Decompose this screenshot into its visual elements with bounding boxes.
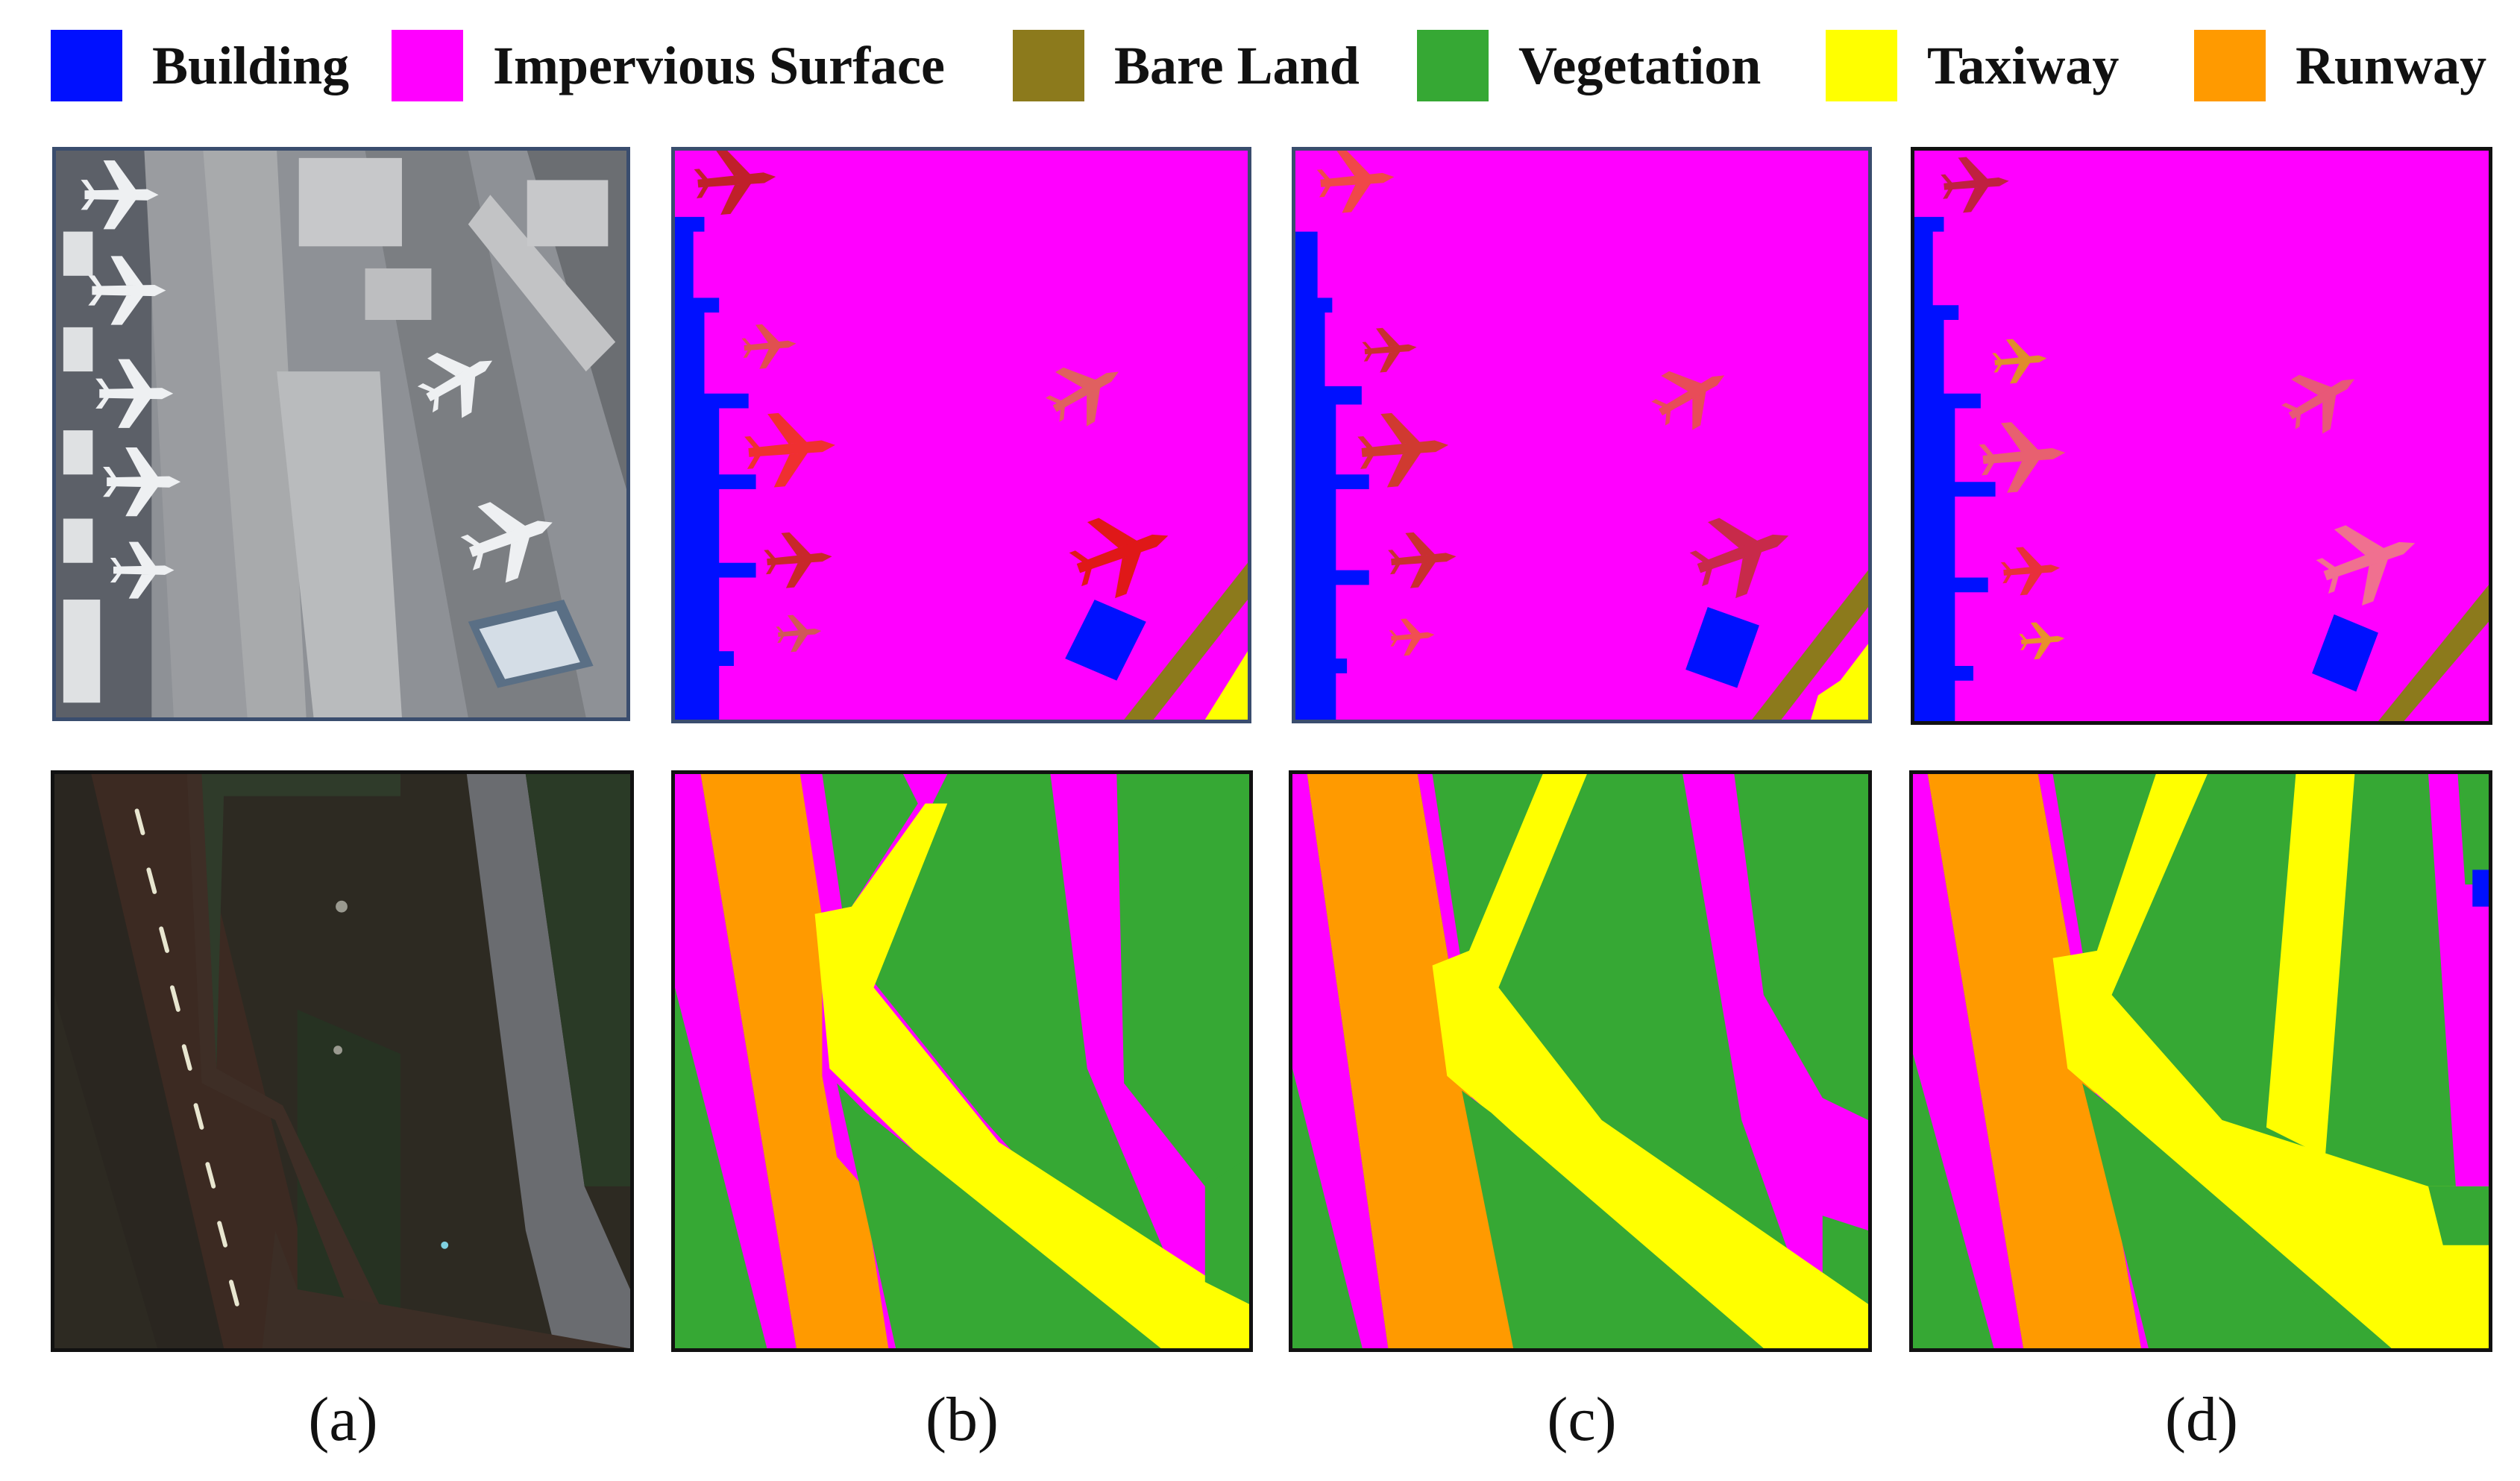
panel-b-bottom-ground-truth xyxy=(671,770,1253,1352)
legend-item-impervious-surface: Impervious Surface xyxy=(392,28,945,103)
panel-d-bottom-prediction xyxy=(1909,770,2492,1352)
caption-c: (c) xyxy=(1547,1385,1617,1454)
bare-land-swatch xyxy=(1013,30,1084,101)
panel-c-bottom-prediction xyxy=(1289,770,1872,1352)
legend-label-runway: Runway xyxy=(2296,35,2487,95)
building-swatch xyxy=(51,30,122,101)
caption-d: (d) xyxy=(2165,1385,2238,1454)
legend-item-runway: Runway xyxy=(2194,28,2486,103)
legend-label-vegetation: Vegetation xyxy=(1518,35,1762,95)
panel-a-bottom-aerial-image xyxy=(51,770,634,1352)
panel-c-top-prediction xyxy=(1292,147,1872,723)
legend-label-building: Building xyxy=(152,35,350,95)
caption-a: (a) xyxy=(308,1385,378,1454)
legend-item-building: Building xyxy=(51,28,349,103)
taxiway-swatch xyxy=(1826,30,1897,101)
panel-b-top-ground-truth xyxy=(671,147,1251,723)
caption-b: (b) xyxy=(926,1385,999,1454)
panel-a-top-aerial-image xyxy=(52,147,630,721)
legend-label-taxiway: Taxiway xyxy=(1927,35,2120,95)
panel-d-top-prediction xyxy=(1911,147,2492,725)
legend-label-bare-land: Bare Land xyxy=(1114,35,1360,95)
legend-item-bare-land: Bare Land xyxy=(1013,28,1360,103)
impervious-surface-swatch xyxy=(392,30,463,101)
vegetation-swatch xyxy=(1417,30,1489,101)
legend-item-vegetation: Vegetation xyxy=(1417,28,1761,103)
legend: Building Impervious Surface Bare Land Ve… xyxy=(0,0,2520,134)
legend-label-impervious-surface: Impervious Surface xyxy=(493,35,945,95)
legend-item-taxiway: Taxiway xyxy=(1826,28,2119,103)
runway-swatch xyxy=(2194,30,2266,101)
